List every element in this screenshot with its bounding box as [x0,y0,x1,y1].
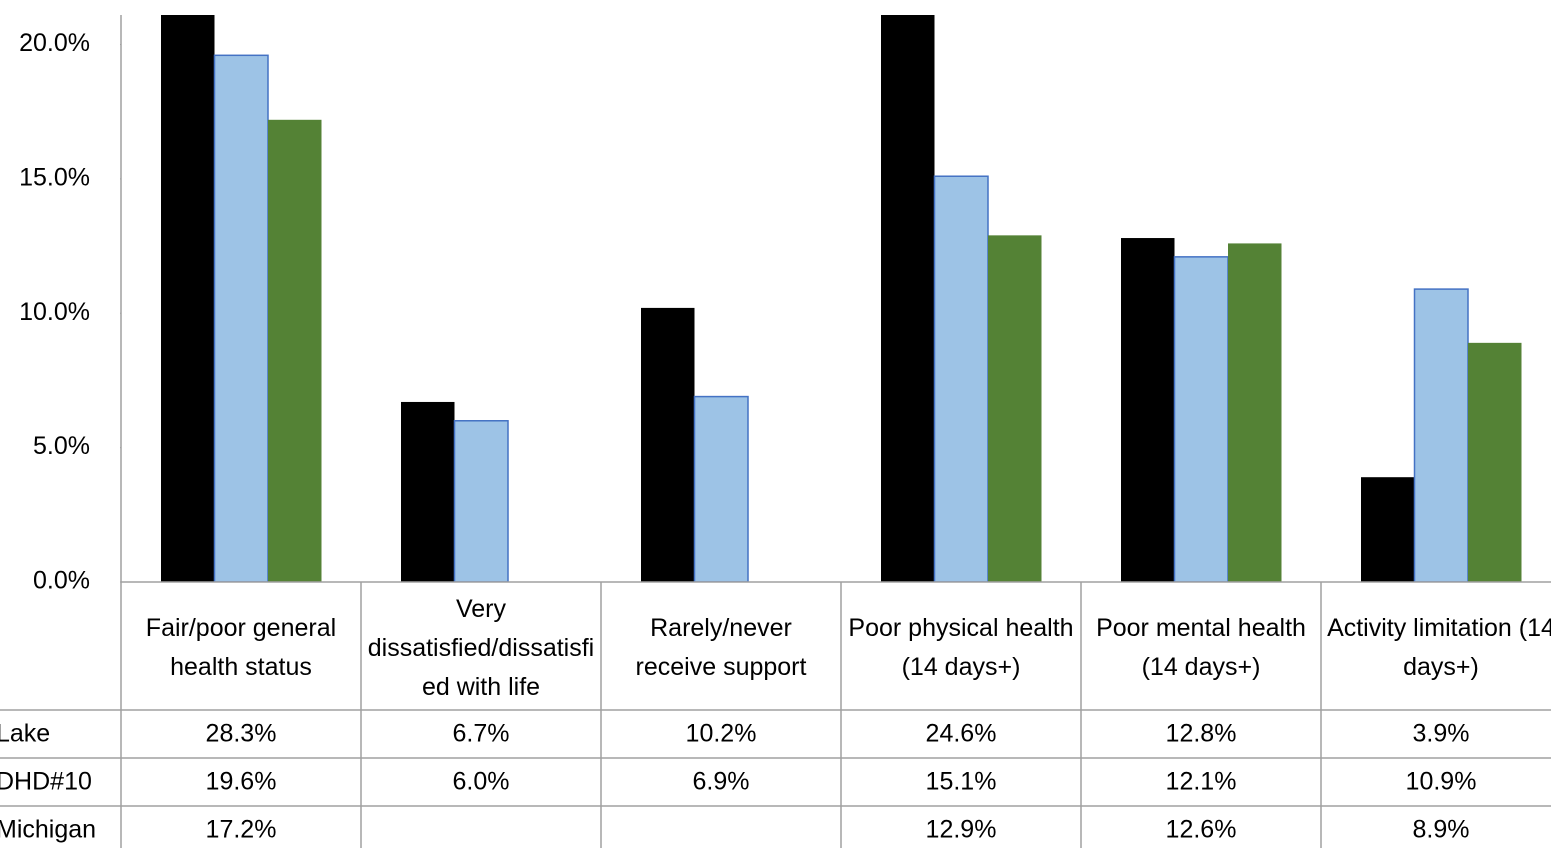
table-cell: 8.9% [1413,816,1470,844]
table-cell: 6.9% [693,768,750,796]
bar [1121,238,1175,582]
table-cell: 19.6% [206,768,277,796]
bar [161,15,215,582]
bar [453,420,509,582]
x-tick-label: Activity limitation (14 days+) [1327,614,1551,681]
table-cell: 12.6% [1166,816,1237,844]
y-tick-label: 5.0% [33,432,90,460]
bar [1361,477,1415,582]
bar [1173,256,1229,582]
bar [401,401,455,582]
bar [641,307,695,582]
table-cell: 12.8% [1166,720,1237,748]
bar [881,15,935,582]
bar [988,235,1042,582]
table-cell: 6.7% [453,720,510,748]
bar [1468,342,1522,582]
x-tick-label: Poor physical health (14 days+) [848,614,1074,681]
bar [933,175,989,582]
table-cell: 12.9% [926,816,997,844]
legend-label: Lake [0,720,50,748]
x-tick-label: Very dissatisfied/dissatisfied with life [367,594,595,701]
table-cell: 15.1% [926,768,997,796]
legend-label: Michigan [0,816,96,844]
bar [268,119,322,582]
x-tick-label: Rarely/never receive support [635,614,807,681]
table-cell: 12.1% [1166,768,1237,796]
y-tick-label: 20.0% [19,29,90,57]
y-tick-label: 10.0% [19,298,90,326]
bar [1413,288,1469,582]
table-cell: 28.3% [206,720,277,748]
x-tick-label: Poor mental health (14 days+) [1096,614,1306,681]
bar [1228,243,1282,582]
table-cell: 10.2% [686,720,757,748]
plot-area [161,15,1522,582]
y-tick-label: 0.0% [33,567,90,595]
table-cell: 17.2% [206,816,277,844]
table-cell: 10.9% [1406,768,1477,796]
legend-label: DHD#10 [0,768,92,796]
table-cell: 24.6% [926,720,997,748]
x-tick-label: Fair/poor general health status [145,614,337,681]
y-tick-label: 15.0% [19,164,90,192]
bar [693,395,749,582]
table-cell: 3.9% [1413,720,1470,748]
table-cell: 6.0% [453,768,510,796]
bar [213,54,269,582]
